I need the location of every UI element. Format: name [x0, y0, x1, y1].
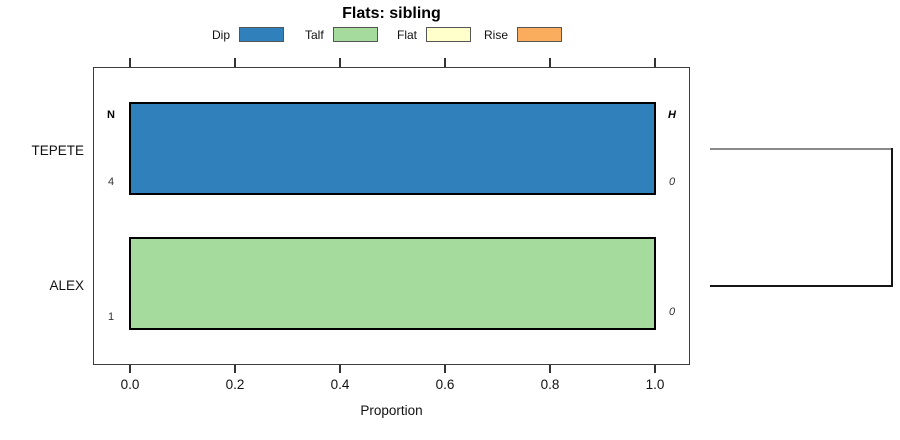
top-axis-tick	[234, 58, 236, 67]
left-count-tepete: 4	[107, 176, 115, 188]
legend-label-talf: Talf	[305, 27, 324, 42]
bar-tepete-dip	[129, 102, 656, 195]
legend-item-dip: Dip	[212, 26, 285, 43]
x-axis-tick	[549, 365, 551, 373]
x-axis-tick	[654, 365, 656, 373]
x-tick-label: 0.8	[540, 377, 560, 392]
x-axis-tick	[234, 365, 236, 373]
y-axis-label-alex: ALEX	[49, 278, 84, 293]
legend-swatch-dip	[239, 27, 285, 42]
legend-label-flat: Flat	[397, 27, 418, 42]
top-axis-tick	[654, 58, 656, 67]
dendrogram-branch-tepete	[710, 148, 891, 150]
x-axis-title: Proportion	[360, 403, 423, 418]
legend-label-rise: Rise	[484, 27, 509, 42]
left-count-header: N	[107, 109, 115, 121]
legend-label-dip: Dip	[212, 27, 231, 42]
right-count-alex: 0	[668, 306, 676, 318]
legend-item-flat: Flat	[397, 26, 472, 43]
x-tick-label: 0.0	[120, 377, 140, 392]
legend-swatch-rise	[517, 27, 563, 42]
x-axis-tick	[339, 365, 341, 373]
left-count-alex: 1	[107, 311, 115, 323]
dendrogram-branch-alex	[710, 285, 891, 287]
legend-swatch-talf	[332, 27, 378, 42]
bar-alex-talf	[129, 237, 656, 330]
legend-swatch-flat	[426, 27, 472, 42]
x-axis-tick	[444, 365, 446, 373]
x-tick-label: 0.2	[225, 377, 245, 392]
top-axis-tick	[339, 58, 341, 67]
x-axis-tick	[129, 365, 131, 373]
top-axis-tick	[444, 58, 446, 67]
right-count-tepete: 0	[668, 176, 676, 188]
y-axis-label-tepete: TEPETE	[31, 143, 84, 158]
x-tick-label: 0.4	[330, 377, 350, 392]
x-tick-label: 0.6	[435, 377, 455, 392]
dendrogram-join	[891, 148, 893, 287]
right-count-header: H	[668, 109, 676, 121]
top-axis-tick	[129, 58, 131, 67]
chart-title: Flats: sibling	[342, 5, 441, 22]
x-tick-label: 1.0	[645, 377, 665, 392]
legend-item-talf: Talf	[305, 26, 378, 43]
top-axis-tick	[549, 58, 551, 67]
legend-item-rise: Rise	[484, 26, 563, 43]
